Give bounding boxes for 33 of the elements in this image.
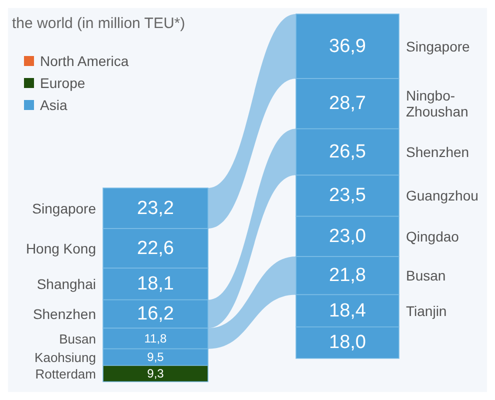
data-label: 23,0 xyxy=(329,226,366,247)
data-label: 9,3 xyxy=(147,366,164,381)
data-label: 36,9 xyxy=(329,36,366,57)
text: the world (in million TEU*) xyxy=(12,15,186,32)
data-label: 23,2 xyxy=(137,198,174,219)
category-label: Kaohsiung xyxy=(34,350,96,365)
category-label: Shenzhen xyxy=(406,144,470,160)
data-label: 9,5 xyxy=(147,350,164,364)
category-label: Busan xyxy=(59,331,96,346)
legend-label: North America xyxy=(40,53,129,69)
data-label: 21,8 xyxy=(329,265,366,286)
data-label: 11,8 xyxy=(144,332,168,346)
category-label: Singapore xyxy=(32,200,96,216)
category-label: Ningbo-Zhoushan xyxy=(406,88,468,120)
data-label: 18,4 xyxy=(329,300,366,322)
data-label: 18,0 xyxy=(329,332,366,354)
category-label: Rotterdam xyxy=(35,366,96,382)
category-label: Guangzhou xyxy=(406,188,478,204)
category-label: Busan xyxy=(406,268,446,284)
data-label: 22,6 xyxy=(137,238,174,259)
category-label: Shenzhen xyxy=(32,306,96,322)
category-label: Hong Kong xyxy=(26,240,96,256)
legend-label: Asia xyxy=(40,97,68,113)
data-label: 23,5 xyxy=(329,185,366,206)
category-label: Shanghai xyxy=(36,276,96,292)
category-label: Qingdao xyxy=(406,228,460,244)
category-label: Singapore xyxy=(406,38,470,54)
data-label: 28,7 xyxy=(329,93,366,114)
category-label: Tianjin xyxy=(406,302,447,319)
data-label: 26,5 xyxy=(329,141,366,162)
legend-label: Europe xyxy=(40,75,86,91)
data-label: 18,1 xyxy=(137,273,174,294)
data-label: 16,2 xyxy=(137,304,174,324)
